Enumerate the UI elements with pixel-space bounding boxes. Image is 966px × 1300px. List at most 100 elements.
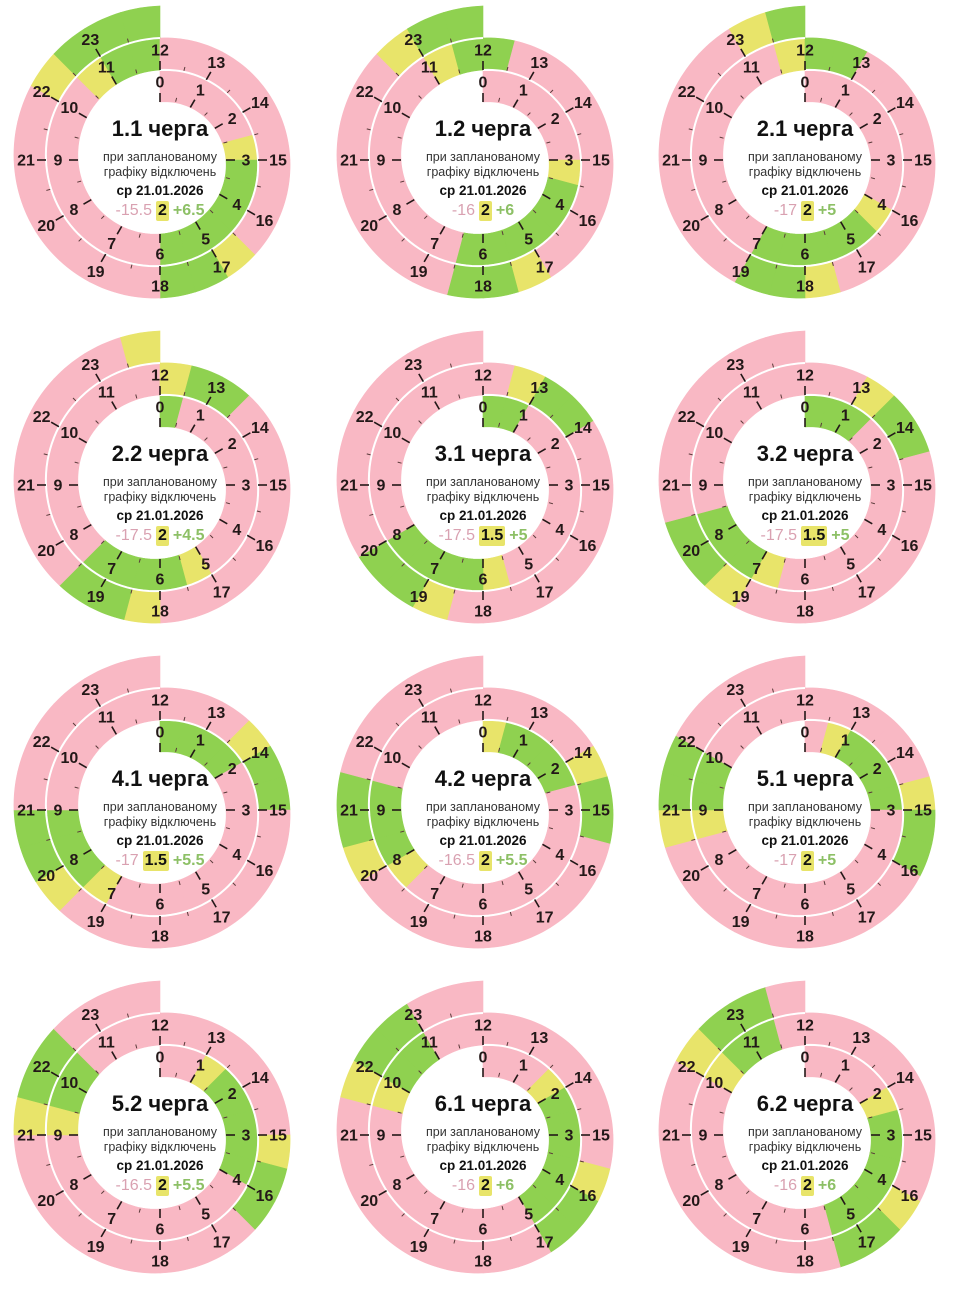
subtitle-line-1: при запланованому <box>747 475 863 489</box>
half-hour-tick <box>100 215 105 220</box>
hour-label: 15 <box>269 478 287 495</box>
subtitle-line-2: графіку відключень <box>748 165 862 179</box>
half-hour-tick <box>745 215 750 220</box>
hour-label: 18 <box>796 929 814 946</box>
hour-tick <box>891 534 901 541</box>
queue-chart: 0 1 2 3 4 5 6 7 8 9 10 11 12 13 14 15 16 17 18 19 20 21 22 23 5.… <box>0 975 320 1295</box>
hour-tick <box>565 432 574 439</box>
hour-tick <box>728 198 737 205</box>
hours-on: +5 <box>509 527 528 544</box>
half-hour-tick <box>820 422 823 427</box>
hour-label: 7 <box>752 561 761 578</box>
half-hour-tick <box>400 505 405 508</box>
hour-label: 14 <box>251 745 269 762</box>
hour-tick <box>891 1184 901 1191</box>
hour-label: 5 <box>846 1207 855 1224</box>
half-hour-tick <box>548 827 553 830</box>
hours-on: +5.5 <box>495 852 528 869</box>
half-hour-tick <box>722 180 727 183</box>
half-hour-tick <box>849 1087 853 1091</box>
half-hour-tick <box>509 1236 512 1242</box>
hour-tick <box>373 1071 383 1078</box>
half-hour-tick <box>366 453 371 456</box>
hour-label: 12 <box>796 368 814 385</box>
hour-label: 0 <box>801 400 810 417</box>
half-hour-tick <box>366 1103 371 1106</box>
half-hour-tick <box>823 231 826 236</box>
hour-label: 7 <box>430 886 439 903</box>
subtitle-line-2: графіку відключень <box>426 490 540 504</box>
half-hour-tick <box>254 1108 259 1111</box>
half-hour-tick <box>453 264 456 269</box>
hour-tick <box>565 107 574 114</box>
half-hour-tick <box>780 1044 783 1049</box>
hour-label: 1 <box>841 83 850 100</box>
hour-tick <box>418 1023 425 1033</box>
hours-maybe: 1.5 <box>478 526 506 546</box>
hour-label: 3 <box>565 803 574 820</box>
half-hour-tick <box>178 556 181 561</box>
hour-label: 14 <box>574 95 592 112</box>
hour-tick <box>745 253 752 263</box>
hour-tick <box>695 421 705 428</box>
hour-tick <box>528 396 535 406</box>
hour-tick <box>528 71 535 81</box>
hour-tick <box>378 1189 387 1196</box>
hour-label: 14 <box>251 1070 269 1087</box>
hour-label: 6 <box>801 1222 810 1239</box>
hours-off: -15.5 <box>115 202 152 219</box>
hour-tick <box>859 1098 869 1105</box>
hour-label: 10 <box>383 100 401 117</box>
half-hour-tick <box>423 540 428 545</box>
hour-label: 23 <box>404 32 422 49</box>
hour-tick <box>695 1071 705 1078</box>
hour-label: 1 <box>196 733 205 750</box>
hour-tick <box>512 749 519 758</box>
half-hour-tick <box>46 1163 51 1166</box>
half-hour-tick <box>870 1152 875 1155</box>
hour-label: 2 <box>873 436 882 453</box>
hour-label: 3 <box>242 153 251 170</box>
queue-title: 1.2 черга <box>434 116 532 141</box>
hour-label: 12 <box>474 43 492 60</box>
hour-label: 15 <box>914 803 932 820</box>
half-hour-tick <box>186 586 189 592</box>
hour-tick <box>723 1087 733 1094</box>
hour-tick <box>55 1189 64 1196</box>
hour-label: 8 <box>715 202 724 219</box>
half-hour-tick <box>397 1111 402 1114</box>
hour-tick <box>887 1082 896 1089</box>
hour-label: 11 <box>743 60 760 77</box>
chart-center-info: 3.1 черга при запланованому графіку відклю… <box>383 441 583 546</box>
queue-chart: 0 1 2 3 4 5 6 7 8 9 10 11 12 13 14 15 16 17 18 19 20 21 22 23 2.… <box>0 325 320 645</box>
hour-label: 22 <box>33 1059 51 1076</box>
hour-tick <box>850 1046 857 1056</box>
half-hour-tick <box>418 1070 422 1074</box>
subtitle-line-1: при запланованому <box>425 800 541 814</box>
half-hour-tick <box>256 835 261 838</box>
hours-off: -17 <box>773 852 797 869</box>
half-hour-tick <box>783 558 786 563</box>
hour-label: 20 <box>37 1193 55 1210</box>
hour-tick <box>401 437 411 444</box>
hour-label: 20 <box>682 1193 700 1210</box>
hour-tick <box>756 401 763 410</box>
hour-label: 4 <box>877 522 886 539</box>
half-hour-tick <box>175 1072 178 1077</box>
hour-label: 12 <box>151 1018 169 1035</box>
half-hour-tick <box>546 1116 551 1119</box>
hour-label: 20 <box>360 868 378 885</box>
hour-label: 13 <box>530 705 548 722</box>
hour-tick <box>723 437 733 444</box>
hour-label: 17 <box>858 259 876 276</box>
hour-label: 1 <box>841 733 850 750</box>
half-hour-tick <box>126 1013 129 1018</box>
queue-title: 6.2 черга <box>756 1091 854 1116</box>
hour-tick <box>859 123 869 130</box>
hour-tick <box>50 421 60 428</box>
half-hour-tick <box>775 264 778 269</box>
half-hour-tick <box>226 414 231 419</box>
queue-chart: 0 1 2 3 4 5 6 7 8 9 10 11 12 13 14 15 16 17 18 19 20 21 22 23 2.… <box>645 0 965 320</box>
